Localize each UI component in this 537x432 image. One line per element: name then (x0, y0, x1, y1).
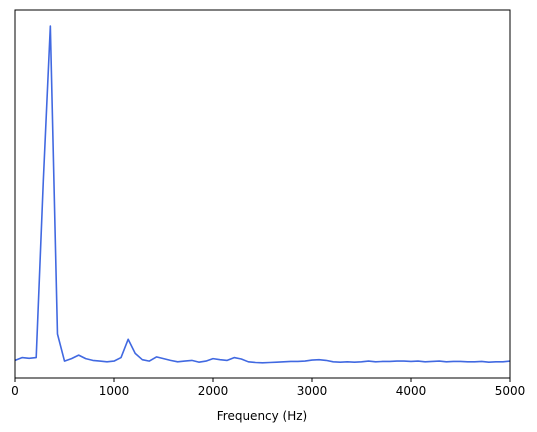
series-layer (14, 25, 511, 364)
series-line-0 (14, 25, 511, 364)
x-tick-label: 2000 (198, 384, 229, 398)
x-axis-ticks: 0 1000 2000 3000 4000 5000 (11, 378, 525, 398)
plot-area (15, 10, 510, 378)
x-tick-label: 3000 (297, 384, 328, 398)
x-tick-label: 1000 (99, 384, 130, 398)
plot-frame (14, 9, 511, 379)
x-tick-label: 0 (11, 384, 19, 398)
x-tick-label: 5000 (495, 384, 526, 398)
x-tick-label: 4000 (396, 384, 427, 398)
x-axis-label: Frequency (Hz) (217, 409, 308, 423)
